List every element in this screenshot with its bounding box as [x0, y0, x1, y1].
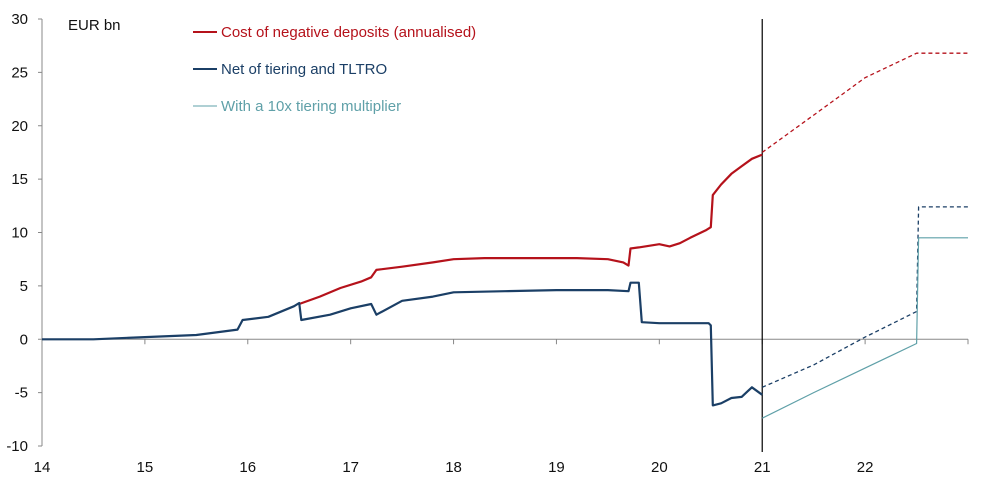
y-tick-label: 25: [11, 64, 28, 81]
x-tick-label: 18: [445, 459, 462, 476]
y-tick-label: 0: [20, 331, 28, 348]
x-tick-label: 15: [137, 459, 154, 476]
y-tick-label: 20: [11, 118, 28, 135]
series-line-4: [761, 237, 968, 419]
y-tick-label: 10: [11, 225, 28, 242]
x-tick-label: 20: [651, 459, 668, 476]
x-tick-label: 19: [548, 459, 565, 476]
y-tick-label: 30: [11, 11, 28, 28]
y-tick-label: -10: [6, 438, 28, 455]
x-tick-label: 16: [239, 459, 256, 476]
x-tick-label: 14: [34, 459, 51, 476]
series-line-1: [761, 52, 968, 153]
y-tick-label: 15: [11, 171, 28, 188]
unit-label: EUR bn: [68, 17, 121, 34]
x-tick-label: 22: [857, 459, 874, 476]
legend-label: Cost of negative deposits (annualised): [221, 24, 476, 41]
y-tick-label: 5: [20, 278, 28, 295]
x-tick-label: 21: [754, 459, 771, 476]
y-tick-label: -5: [15, 385, 28, 402]
x-tick-label: 17: [342, 459, 359, 476]
series-line-3: [761, 206, 968, 388]
legend: Cost of negative deposits (annualised) Ne…: [193, 24, 476, 115]
legend-label: Net of tiering and TLTRO: [221, 61, 387, 78]
legend-label: With a 10x tiering multiplier: [221, 98, 401, 115]
series-line-0: [298, 153, 763, 306]
series-line-2: [42, 281, 763, 407]
plot-area: 30 25 20 15 10 5 0 -5 -10 14 15 16 17 18 19 20 21 22: [6, 11, 969, 476]
